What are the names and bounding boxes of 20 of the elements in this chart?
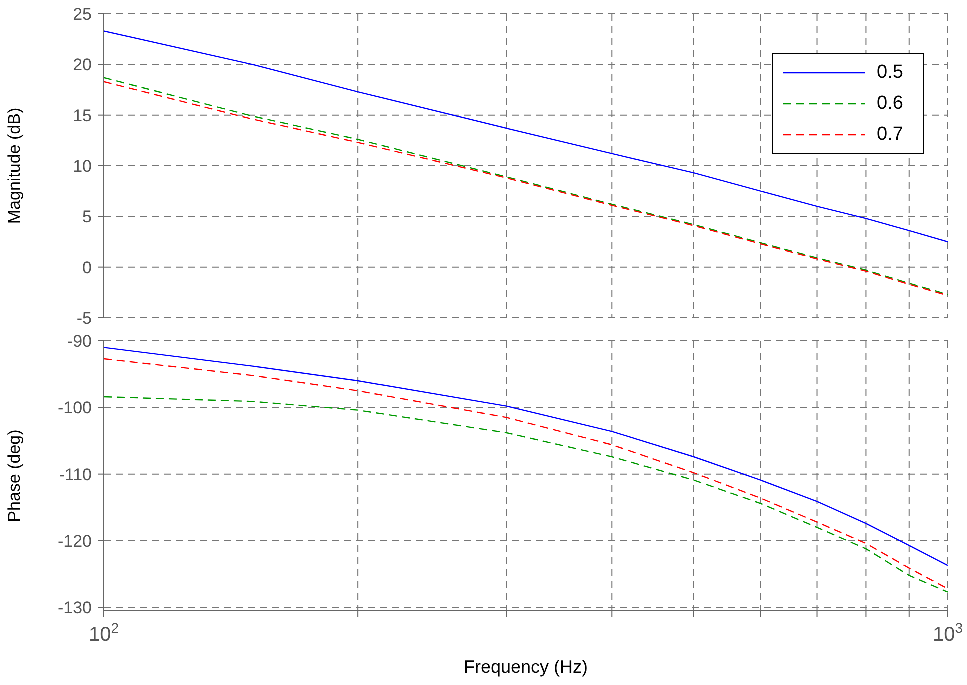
y-axis-title: Phase (deg) bbox=[5, 430, 24, 522]
y-tick-label: -130 bbox=[58, 598, 92, 618]
legend-label: 0.6 bbox=[877, 92, 904, 114]
x-tick-label: 10$^{3}$ bbox=[932, 620, 964, 646]
y-tick-label: -120 bbox=[58, 532, 92, 551]
x-tick-label: 10$^{2}$ bbox=[88, 620, 120, 646]
legend-label: 0.5 bbox=[877, 62, 904, 84]
x-axis-title: Frequency (Hz) bbox=[464, 657, 588, 677]
y-tick-label: -110 bbox=[59, 465, 92, 484]
y-tick-label: 20 bbox=[73, 56, 92, 75]
y-tick-label: -100 bbox=[58, 398, 92, 418]
y-tick-label: 5 bbox=[82, 208, 92, 227]
y-tick-label: 10 bbox=[73, 157, 92, 176]
legend-label: 0.7 bbox=[877, 124, 904, 146]
y-tick-label: 15 bbox=[73, 106, 92, 126]
y-tick-label: 25 bbox=[73, 5, 92, 24]
y-tick-label: -90 bbox=[67, 332, 92, 351]
y-tick-label: 0 bbox=[82, 258, 92, 278]
y-axis-title: Magnitude (dB) bbox=[5, 108, 24, 224]
y-tick-label: -5 bbox=[76, 309, 92, 328]
